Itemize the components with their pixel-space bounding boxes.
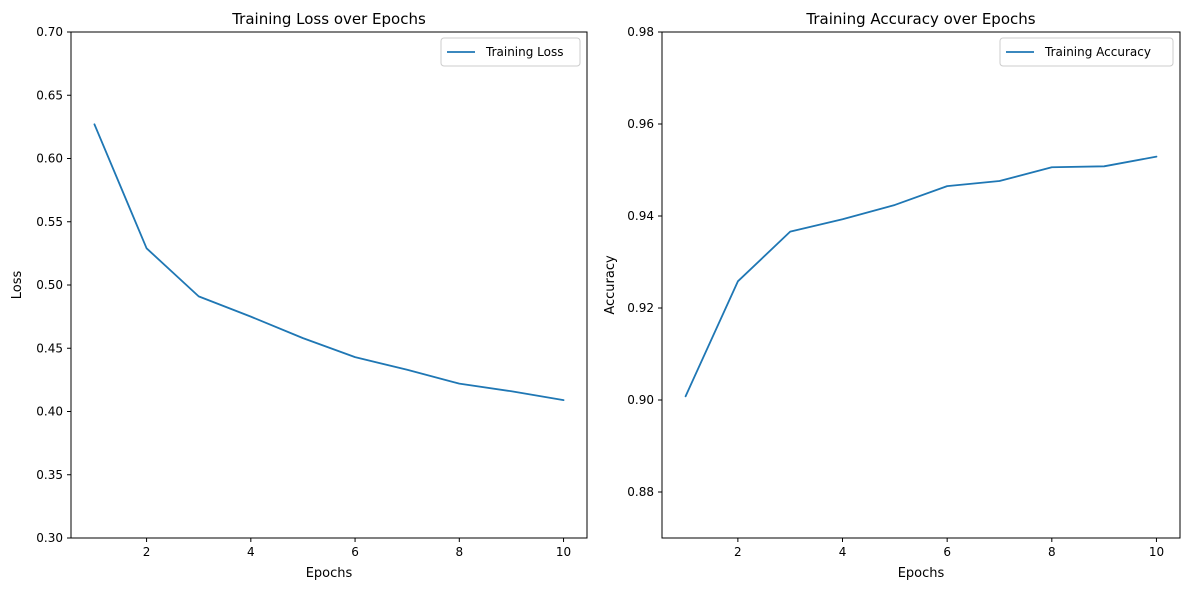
loss-x-tick-label: 10 [556,545,571,559]
loss-chart-panel: Training Loss over Epochs 2 4 6 8 10 0.300.3… [10,10,588,581]
accuracy-chart-title: Training Accuracy over Epochs [805,10,1035,28]
accuracy-y-ticks: 0.88 0.90 0.92 0.94 0.96 0.98 [627,25,662,499]
accuracy-series-line [684,155,1158,398]
accuracy-y-tick-label: 0.98 [627,25,654,39]
accuracy-y-tick-label: 0.96 [627,117,654,131]
accuracy-y-tick-label: 0.92 [627,301,654,315]
loss-legend: Training Loss [440,37,581,67]
accuracy-y-tick-label: 0.90 [627,393,654,407]
accuracy-x-tick-label: 4 [839,545,847,559]
loss-y-tick-label: 0.50 [36,278,63,292]
accuracy-chart-panel: Training Accuracy over Epochs 2 4 6 8 10 0.8… [603,10,1181,581]
loss-y-ticks: 0.30 0.35 0.40 0.45 0.50 0.55 0.60 0.65 0.70 [36,25,71,545]
loss-plot-area [70,31,588,539]
accuracy-x-tick-label: 2 [734,545,742,559]
loss-legend-box [440,37,581,67]
loss-y-tick-label: 0.35 [36,468,63,482]
accuracy-legend-label: Training Accuracy [1044,45,1151,59]
loss-y-tick-label: 0.45 [36,341,63,355]
loss-chart-title: Training Loss over Epochs [231,10,426,28]
accuracy-x-tick-label: 10 [1149,545,1164,559]
accuracy-series-group [684,155,1158,398]
loss-series-line [93,123,565,402]
loss-y-tick-label: 0.40 [36,405,63,419]
loss-x-tick-label: 8 [455,545,463,559]
accuracy-legend: Training Accuracy [999,37,1174,67]
accuracy-x-ticks: 2 4 6 8 10 [734,538,1164,559]
loss-series-group [93,123,565,402]
accuracy-legend-box [999,37,1174,67]
loss-x-tick-label: 4 [247,545,255,559]
loss-y-tick-label: 0.65 [36,88,63,102]
accuracy-x-tick-label: 8 [1048,545,1056,559]
accuracy-plot-area [661,31,1181,539]
accuracy-y-tick-label: 0.88 [627,485,654,499]
loss-y-tick-label: 0.55 [36,215,63,229]
loss-x-ticks: 2 4 6 8 10 [143,538,571,559]
loss-y-tick-label: 0.60 [36,152,63,166]
accuracy-x-tick-label: 6 [943,545,951,559]
loss-y-tick-label: 0.30 [36,531,63,545]
loss-legend-label: Training Loss [485,45,563,59]
loss-x-axis-label: Epochs [306,566,353,581]
loss-y-tick-label: 0.70 [36,25,63,39]
accuracy-y-axis-label: Accuracy [603,255,618,315]
accuracy-x-axis-label: Epochs [898,566,945,581]
accuracy-y-tick-label: 0.94 [627,209,654,223]
loss-x-tick-label: 2 [143,545,151,559]
loss-x-tick-label: 6 [351,545,359,559]
loss-y-axis-label: Loss [10,271,25,300]
